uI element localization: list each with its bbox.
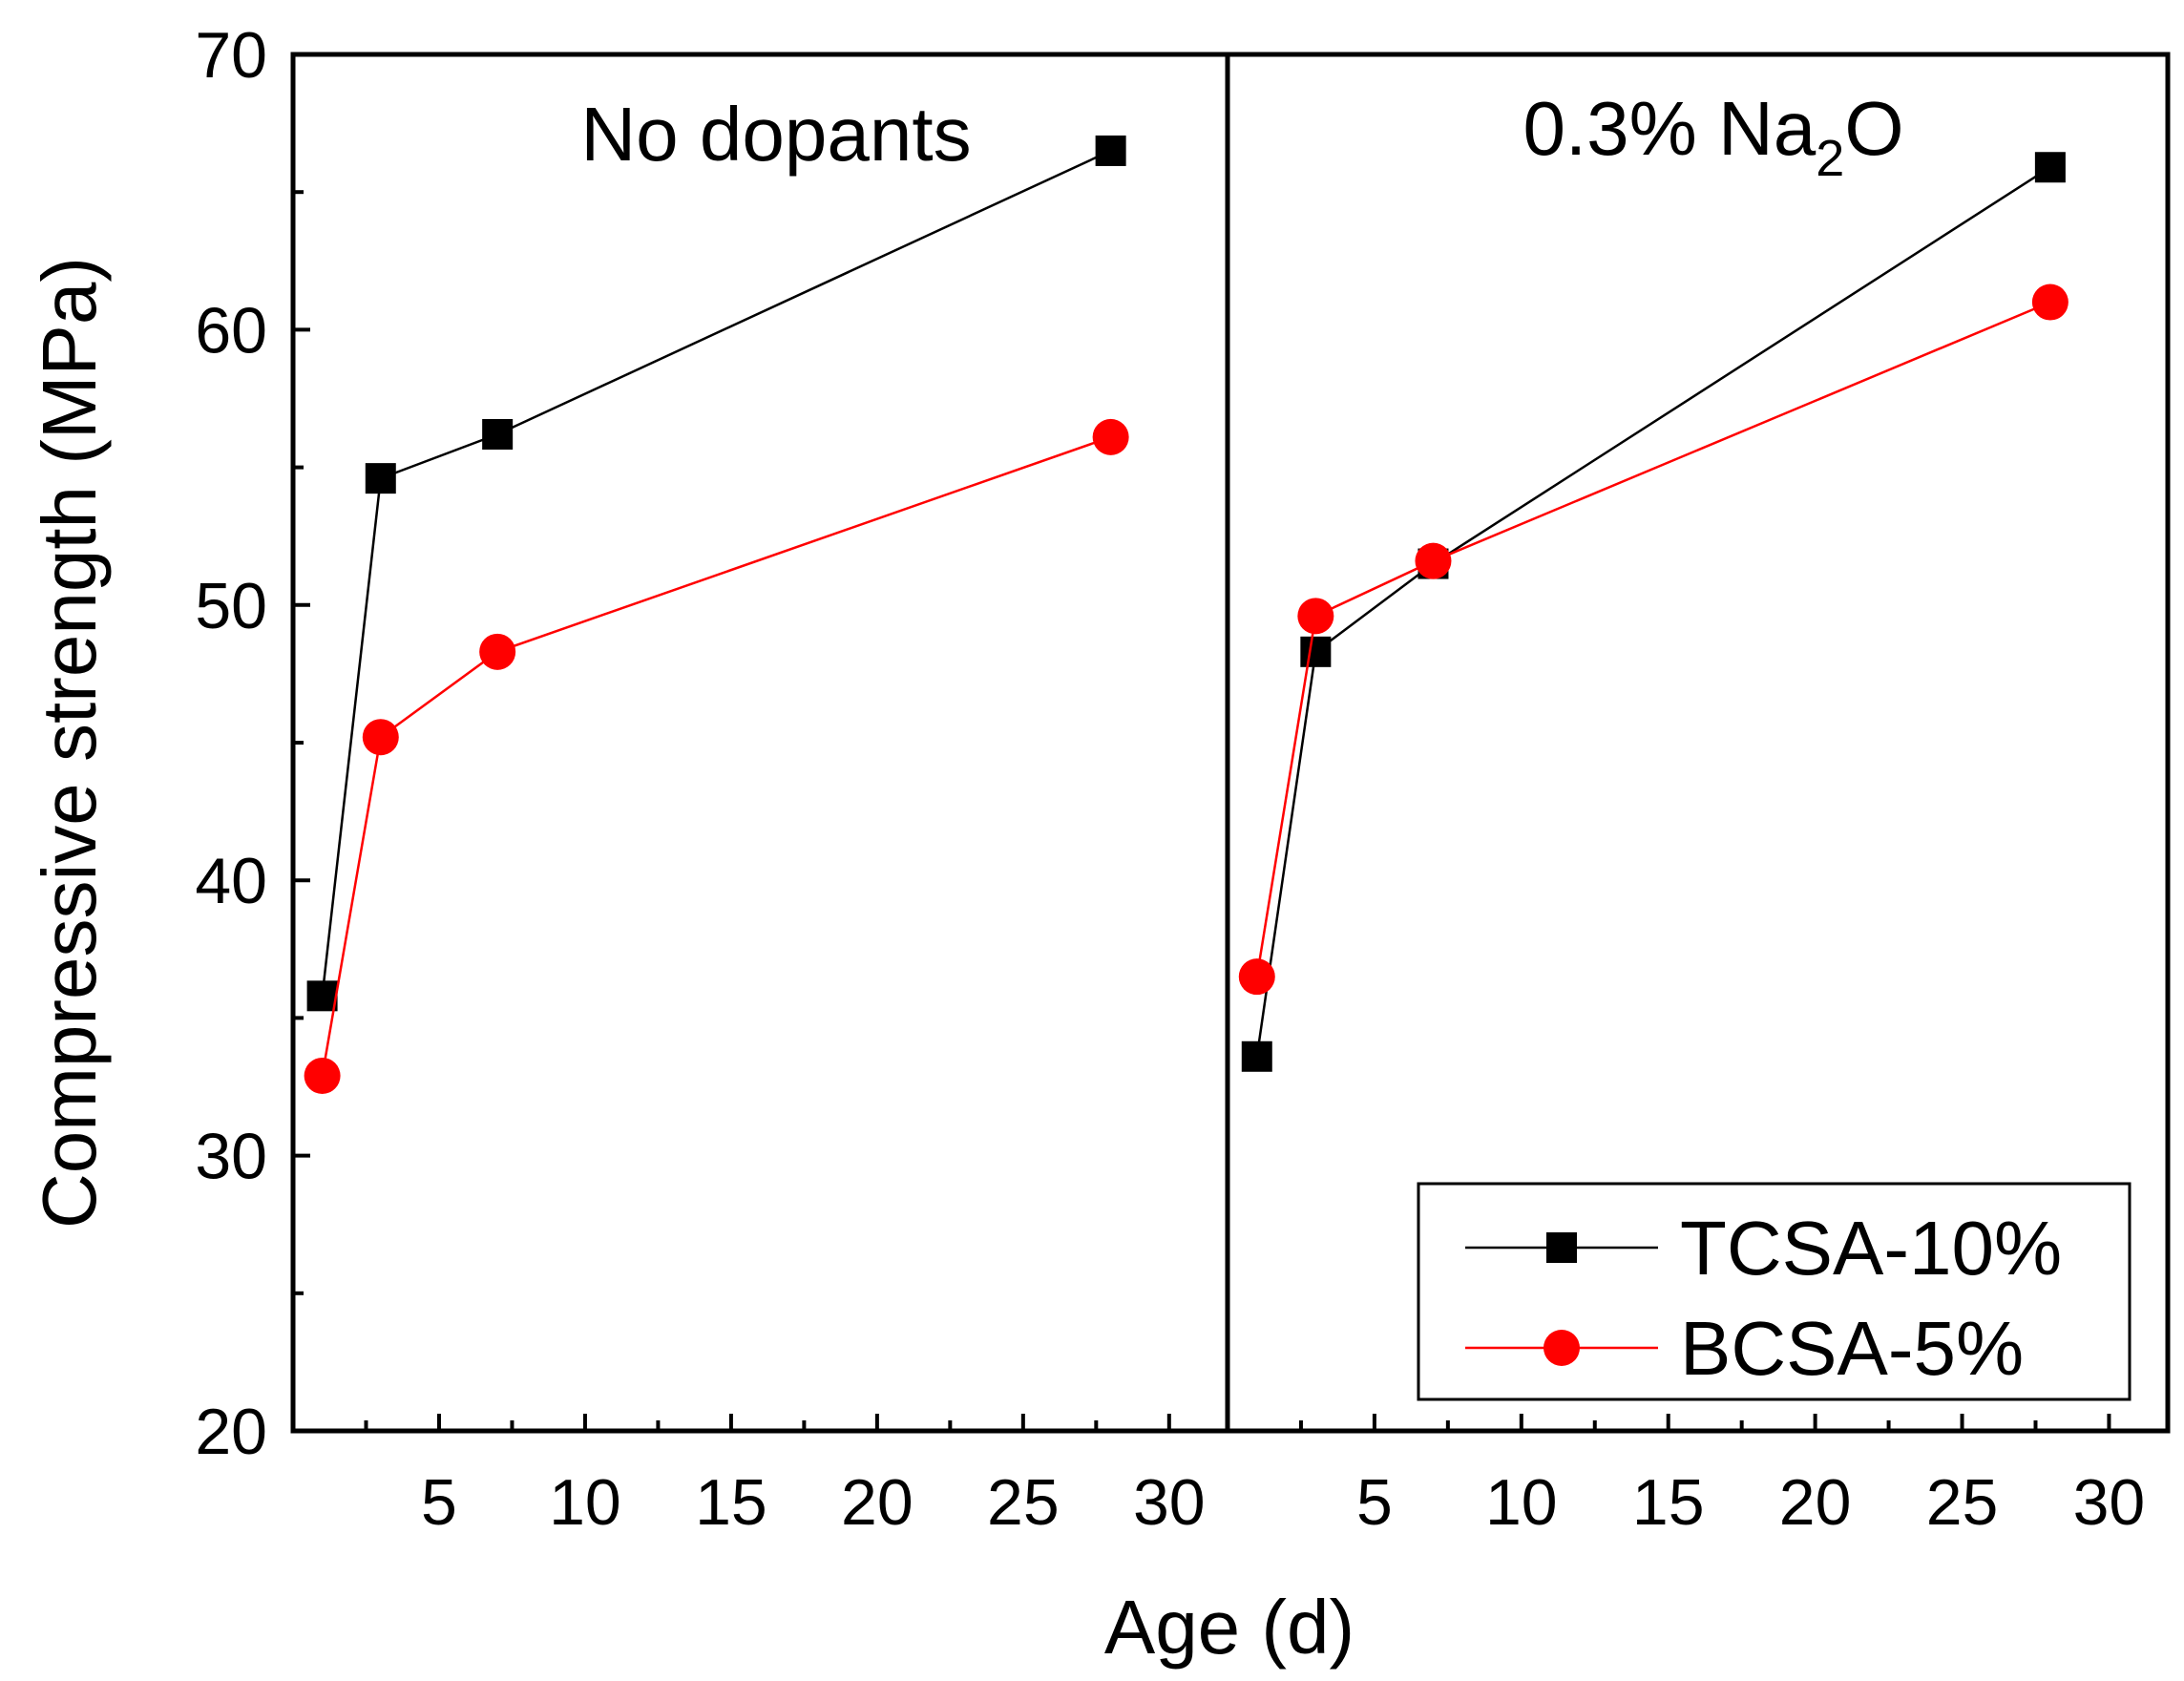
series-line-tcsa-10-right [1255, 166, 2051, 1057]
data-point-bcsa-5 [1238, 958, 1275, 996]
data-point-bcsa-5 [1092, 418, 1129, 455]
data-point-bcsa-5 [479, 633, 516, 670]
data-point-bcsa-5 [1415, 542, 1452, 579]
legend-box [1417, 1182, 2132, 1401]
x-tick-label: 25 [987, 1466, 1060, 1539]
x-tick-label: 10 [549, 1466, 621, 1539]
y-axis: 20 30 40 50 60 70 [195, 19, 310, 1468]
panel-title-right: 0.3% Na2O [1522, 86, 1903, 187]
data-point-tcsa-10 [306, 980, 338, 1012]
data-point-tcsa-10 [482, 418, 514, 450]
data-point-tcsa-10 [1300, 636, 1332, 667]
panel-title-left: No dopants [580, 92, 971, 177]
data-point-bcsa-5 [1297, 598, 1334, 635]
legend: TCSA-10% BCSA-5% [1417, 1182, 2132, 1401]
legend-label-bcsa: BCSA-5% [1680, 1306, 2024, 1391]
data-point-bcsa-5 [304, 1057, 341, 1094]
panel-title-right-subscript: 2 [1816, 130, 1844, 187]
x-tick-label: 10 [1485, 1466, 1558, 1539]
panel-title-right-main: 0.3% Na [1522, 86, 1816, 171]
x-tick-label: 25 [1926, 1466, 1999, 1539]
y-tick-label: 60 [195, 294, 267, 367]
series-layer [304, 135, 2068, 1094]
data-point-tcsa-10 [2034, 152, 2066, 183]
x-tick-label: 15 [695, 1466, 767, 1539]
y-tick-label: 50 [195, 570, 267, 642]
x-tick-label: 15 [1632, 1466, 1705, 1539]
data-point-bcsa-5 [2031, 284, 2068, 321]
x-tick-label: 5 [1356, 1466, 1393, 1539]
x-axis-title: Age (d) [1104, 1585, 1354, 1670]
data-point-bcsa-5 [362, 719, 399, 756]
x-tick-label: 20 [1779, 1466, 1852, 1539]
x-axis-left-panel: 5 10 15 20 25 30 [364, 1414, 1206, 1539]
series-line-bcsa-5-left [321, 435, 1112, 1077]
y-tick-label: 20 [195, 1396, 267, 1468]
x-tick-label: 30 [2073, 1466, 2146, 1539]
data-point-tcsa-10 [1241, 1040, 1272, 1072]
legend-marker-bcsa [1544, 1330, 1580, 1366]
y-tick-label: 30 [195, 1121, 267, 1193]
x-tick-label: 5 [421, 1466, 457, 1539]
y-tick-label: 40 [195, 845, 267, 917]
legend-label-tcsa: TCSA-10% [1680, 1206, 2062, 1291]
panel-title-right-suffix: O [1844, 86, 1903, 171]
x-tick-label: 20 [841, 1466, 914, 1539]
x-axis-right-panel: 5 10 15 20 25 30 [1298, 1414, 2146, 1539]
y-axis-title: Compressive strength (MPa) [27, 257, 112, 1229]
legend-marker-tcsa [1546, 1232, 1577, 1263]
data-point-tcsa-10 [1095, 135, 1126, 166]
series-line-bcsa-5-right [1255, 301, 2051, 977]
y-tick-label: 70 [195, 19, 267, 92]
data-point-tcsa-10 [365, 463, 396, 494]
series-line-tcsa-10-left [321, 149, 1112, 997]
x-tick-label: 30 [1133, 1466, 1206, 1539]
